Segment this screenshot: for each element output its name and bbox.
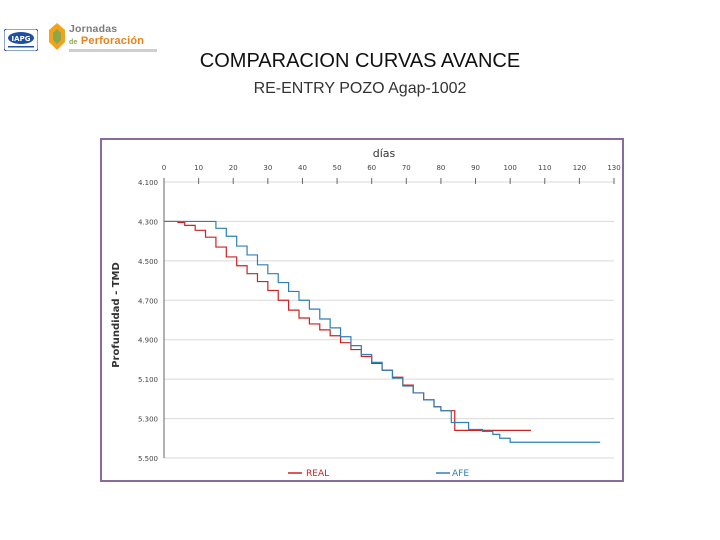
iapg-logo-text: IAPG — [12, 35, 31, 43]
x-axis: 0 10 20 30 40 50 60 70 80 90 100 110 120 130 — [162, 164, 621, 184]
legend: REAL AFE — [288, 469, 469, 479]
y-axis-label: Profundidad - TMD — [111, 262, 122, 368]
y-tick-label: 5.300 — [138, 416, 158, 424]
x-tick-label: 100 — [503, 164, 516, 172]
jornadas-subtitle: de Perforación — [69, 35, 144, 47]
y-tick-label: 4.700 — [138, 297, 158, 305]
y-tick-label: 5.100 — [138, 376, 158, 384]
x-tick-label: 0 — [162, 164, 166, 172]
y-tick-label: 5.500 — [138, 455, 158, 463]
logo-area: IAPG Jornadas de Perforación — [4, 22, 159, 58]
y-tick-label: 4.300 — [138, 218, 158, 226]
x-tick-label: 110 — [538, 164, 551, 172]
x-tick-label: 70 — [402, 164, 411, 172]
series-lines — [164, 220, 601, 443]
y-tick-label: 4.100 — [138, 179, 158, 187]
x-tick-label: 40 — [298, 164, 307, 172]
jornadas-perforacion: Perforación — [80, 35, 145, 47]
slide-title: COMPARACION CURVAS AVANCE — [199, 50, 521, 72]
chart-frame: 0 10 20 30 40 50 60 70 80 90 100 110 120 130 4.100 4.3… — [100, 138, 624, 482]
progress-chart: 0 10 20 30 40 50 60 70 80 90 100 110 120 130 4.100 4.3… — [111, 147, 621, 479]
legend-real-label: REAL — [306, 469, 329, 479]
slide-subtitle: RE-ENTRY POZO Agap-1002 — [253, 80, 467, 97]
jornadas-de: de — [69, 39, 78, 46]
x-tick-label: 10 — [194, 164, 203, 172]
y-tick-label: 4.900 — [138, 337, 158, 345]
x-tick-label: 130 — [607, 164, 620, 172]
jornadas-title: Jornadas — [69, 23, 118, 35]
x-tick-label: 30 — [263, 164, 272, 172]
iapg-logo: IAPG — [4, 29, 38, 51]
series-line-real — [164, 220, 531, 431]
x-tick-label: 20 — [229, 164, 238, 172]
drop-icon — [49, 23, 65, 50]
jornadas-logo: Jornadas de Perforación — [48, 22, 158, 58]
legend-afe-label: AFE — [452, 469, 469, 479]
x-tick-label: 90 — [471, 164, 480, 172]
x-tick-label: 120 — [573, 164, 586, 172]
x-tick-label: 50 — [333, 164, 342, 172]
x-tick-label: 80 — [436, 164, 445, 172]
series-line-afe — [164, 220, 601, 443]
x-tick-label: 60 — [367, 164, 376, 172]
x-axis-label: días — [373, 147, 396, 160]
jornadas-fine-print — [69, 49, 157, 52]
grid-lines — [164, 181, 614, 459]
y-axis: 4.100 4.300 4.500 4.700 4.900 5.100 5.300 5.500 — [138, 179, 165, 463]
y-tick-label: 4.500 — [138, 258, 158, 266]
